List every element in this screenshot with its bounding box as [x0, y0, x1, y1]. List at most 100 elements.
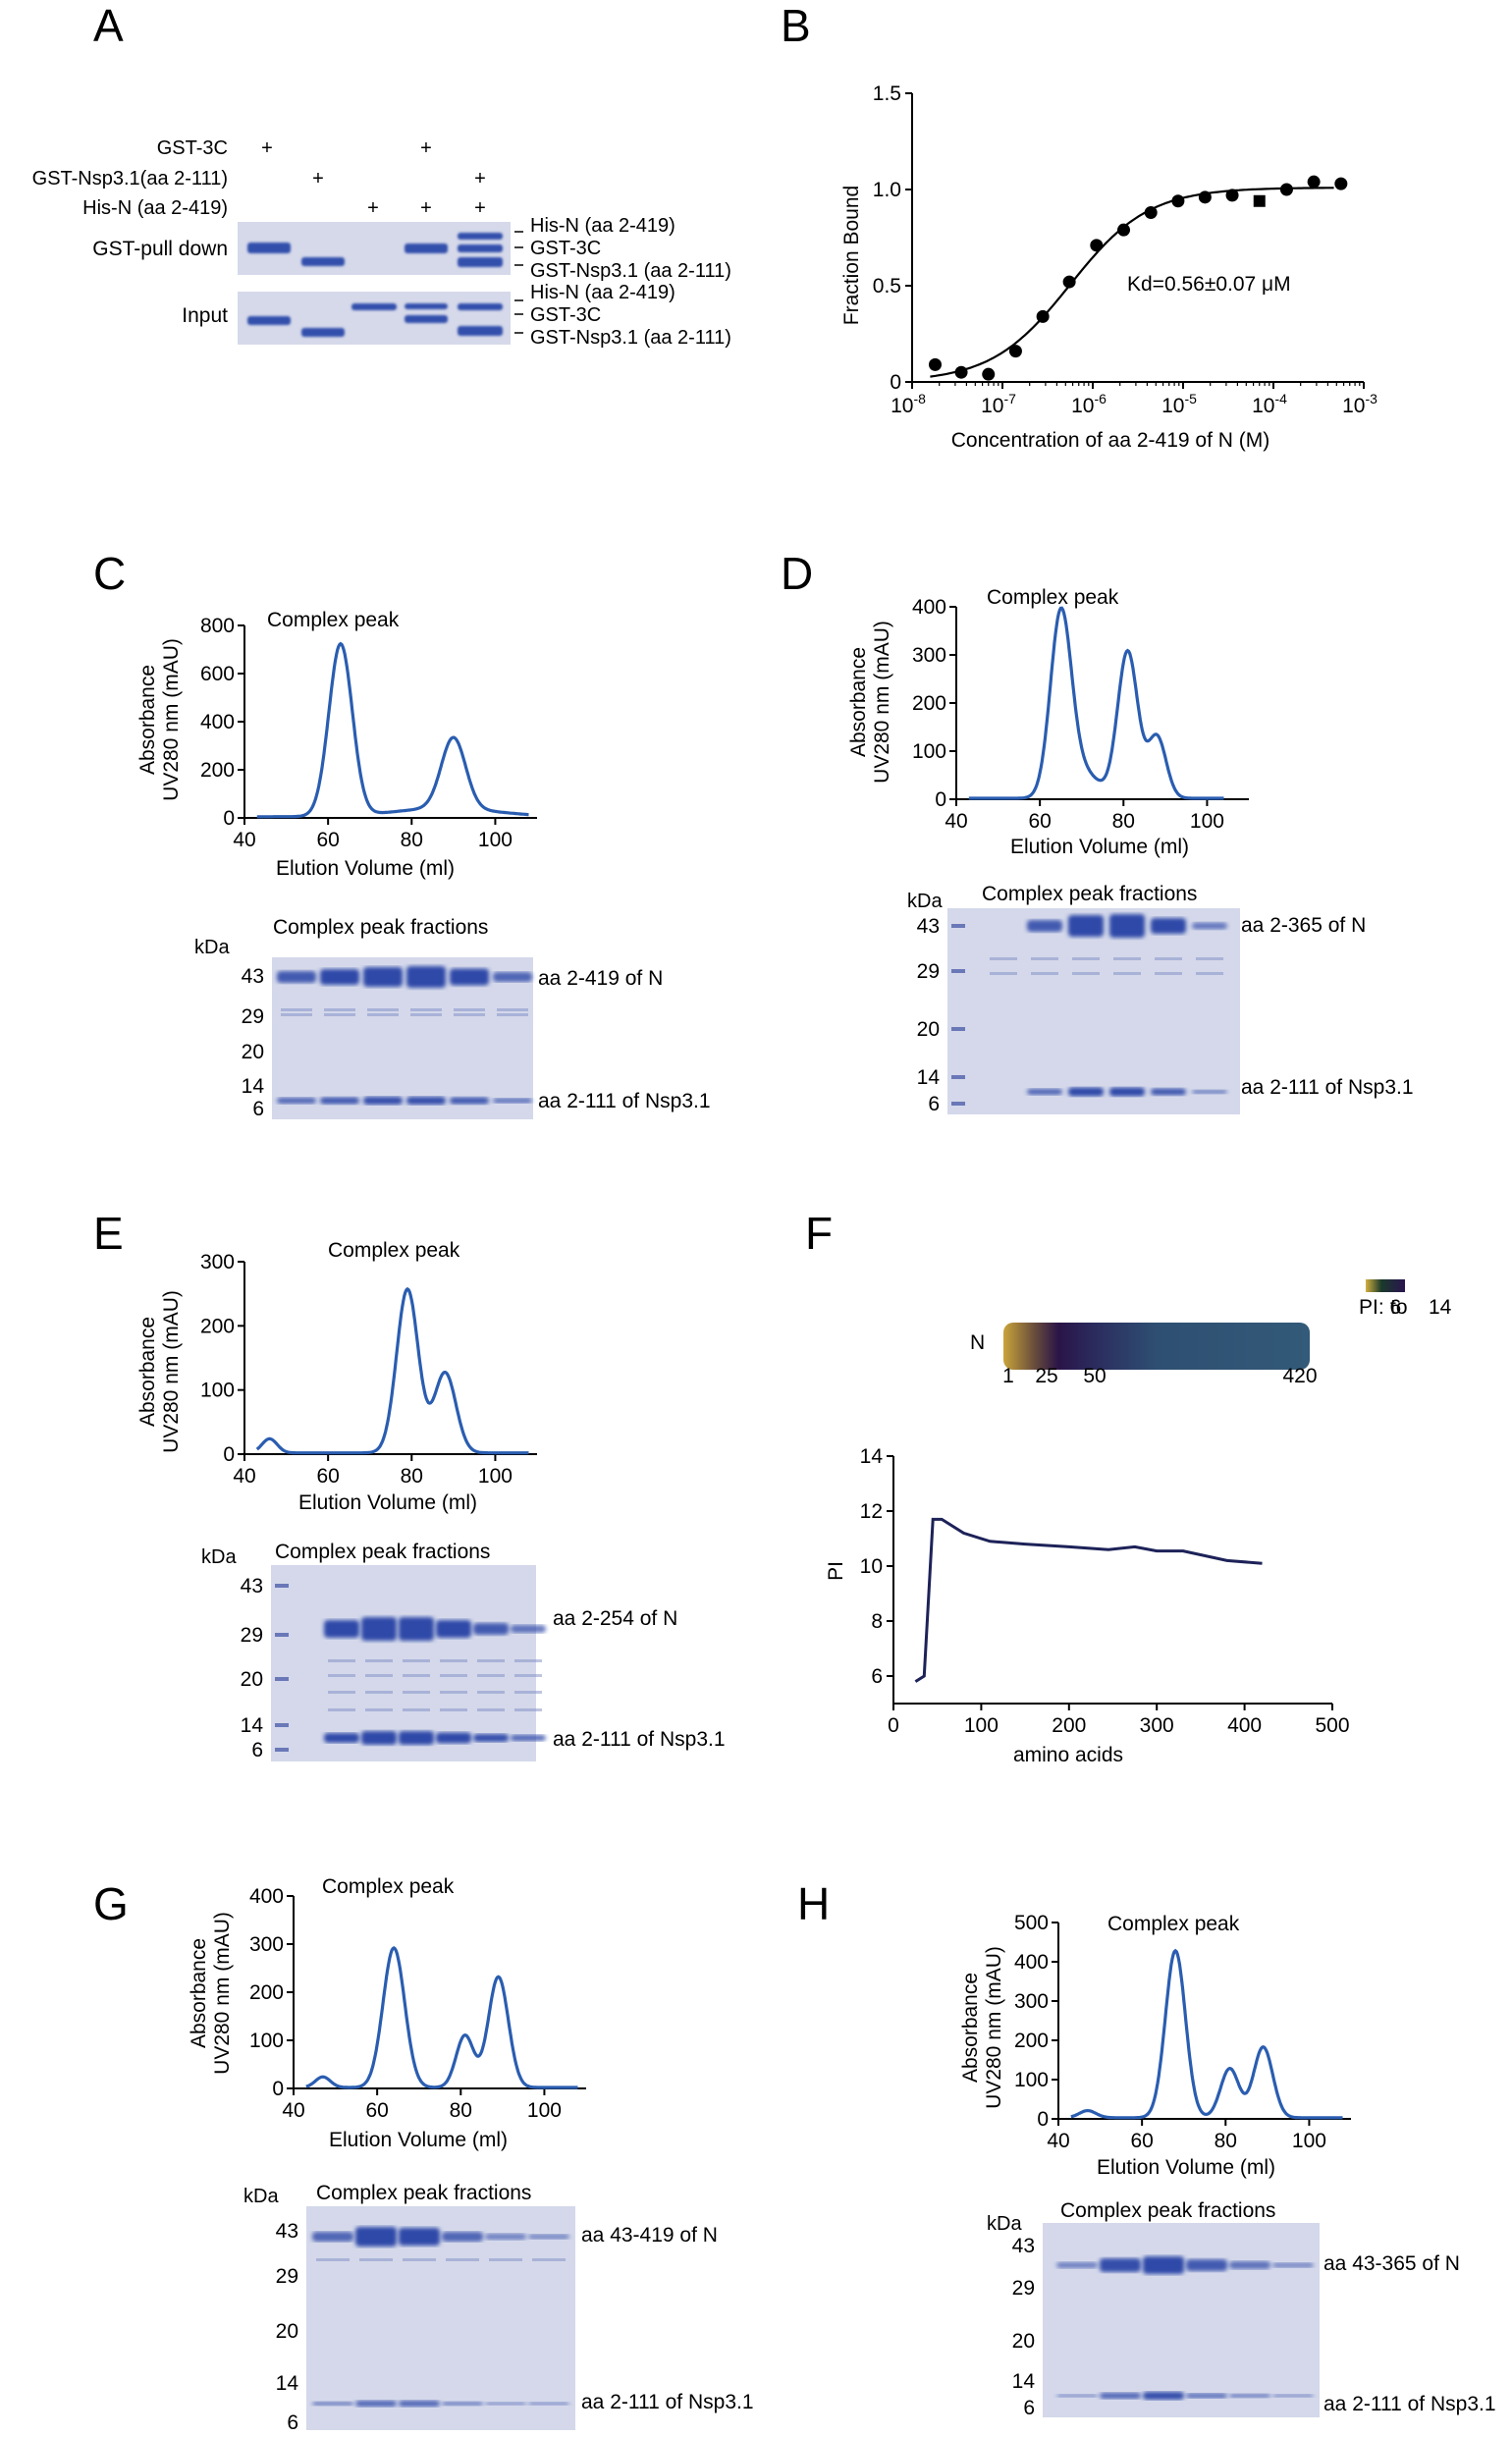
chart-b: 0 0.5 1.0 1.5 10-8 10-7 10-6 10-5 10-4 10-3: [873, 82, 1377, 417]
y-tick-label: 200: [200, 759, 235, 782]
gel-ladder-band: [275, 1584, 289, 1588]
f-bar-tick-420: 420: [1282, 1365, 1317, 1387]
x-tick-label: 40: [1047, 2130, 1069, 2152]
y-tick-label: 8: [871, 1610, 883, 1633]
gel-band-n: [1186, 2259, 1227, 2271]
gel-band-n: [1143, 2256, 1184, 2274]
panel-c: C Complex peak Absorbance UV280 nm (mAU)…: [93, 548, 711, 1120]
a-band-label-gstnsp-pull: GST-Nsp3.1 (aa 2-111): [530, 260, 731, 282]
gel-marker-label: 14: [917, 1066, 941, 1089]
gel-minor-band: [365, 1674, 393, 1677]
gel-band-nsp: [1109, 1087, 1145, 1097]
gel-background: [306, 2206, 575, 2430]
gel-band-n: [473, 1623, 509, 1635]
gel-g: 43 29 20 14 6: [276, 2206, 575, 2434]
y-tick-label: 100: [249, 2030, 284, 2052]
chart-f: 6 8 10 12 14 0 100 200 300 400 500: [860, 1445, 1350, 1737]
chromatogram-trace: [305, 1945, 578, 2089]
gel-ladder-band: [275, 1633, 289, 1637]
h-xlabel: Elution Volume (ml): [1097, 2156, 1275, 2179]
f-xlabel: amino acids: [1013, 1744, 1123, 1766]
y-tick-label: 200: [912, 692, 946, 715]
gel-minor-band: [514, 1674, 542, 1677]
y-tick-label: 100: [200, 1380, 235, 1402]
a-input-label: Input: [182, 304, 228, 327]
gel-marker-label: 20: [241, 1668, 263, 1691]
gel-band-nsp: [312, 2402, 353, 2406]
y-tick-label: 0: [223, 1443, 235, 1466]
a-band: [405, 303, 448, 309]
gel-minor-band: [514, 1708, 542, 1711]
e-chart-title: Complex peak: [328, 1239, 460, 1262]
x-tick-label: 60: [1028, 810, 1051, 833]
a-pull-label: GST-pull down: [92, 238, 228, 260]
data-point: [1036, 309, 1050, 323]
x-tick-label: 40: [233, 1465, 255, 1488]
panel-g: G Complex peak Absorbance UV280 nm (mAU)…: [93, 1875, 754, 2434]
gel-marker-label: 14: [276, 2372, 299, 2395]
a-band: [405, 244, 448, 253]
g-xlabel: Elution Volume (ml): [329, 2129, 508, 2151]
gel-band-n: [399, 1617, 434, 1641]
gel-minor-band: [990, 957, 1017, 960]
data-point: [1198, 190, 1212, 204]
y-tick-label: 0: [935, 788, 946, 811]
x-tick-label: 10-5: [1161, 391, 1197, 417]
gel-band-nsp: [399, 2401, 440, 2407]
panel-a: A GST-3C GST-Nsp3.1(aa 2-111) His-N (aa …: [32, 0, 731, 349]
chromatogram-trace: [1070, 1948, 1343, 2120]
y-tick-label: 10: [860, 1555, 883, 1578]
gel-band-n: [320, 969, 359, 985]
gel-marker-label: 43: [242, 965, 264, 988]
gel-band-nsp: [493, 1098, 532, 1104]
gel-marker-label: 6: [252, 1098, 264, 1120]
a-band: [458, 233, 503, 240]
panel-b-label: B: [781, 0, 811, 51]
gel-marker-label: 6: [1023, 2397, 1035, 2419]
gel-minor-band: [1031, 972, 1058, 975]
f-legend-swatch: [1366, 1279, 1405, 1292]
e-xlabel: Elution Volume (ml): [298, 1491, 477, 1514]
y-tick-label: 0: [1037, 2108, 1049, 2131]
gel-d: 43 29 20 14 6: [917, 908, 1240, 1115]
gel-ladder-band: [951, 969, 965, 973]
gel-band-nsp: [436, 1732, 471, 1744]
f-pi-bar: [1003, 1323, 1310, 1370]
gel-band-nsp: [1186, 2393, 1227, 2399]
a-row-label-gstnsp: GST-Nsp3.1(aa 2-111): [32, 168, 228, 190]
gel-band-nsp: [406, 1097, 446, 1105]
gel-band-n: [363, 967, 403, 987]
gel-band-n: [1151, 918, 1186, 934]
y-tick-label: 0: [890, 371, 901, 394]
x-tick-label: 60: [316, 1465, 339, 1488]
e-ylabel-bottom: UV280 nm (mAU): [160, 1290, 183, 1453]
gel-ladder-band: [951, 1027, 965, 1031]
d-xlabel: Elution Volume (ml): [1010, 836, 1189, 858]
gel-marker-label: 20: [276, 2320, 298, 2343]
y-tick-label: 14: [860, 1445, 884, 1468]
b-ylabel: Fraction Bound: [840, 186, 863, 325]
gel-band-n: [324, 1620, 359, 1638]
gel-minor-band: [446, 2258, 479, 2261]
gel-minor-band: [477, 1659, 505, 1662]
x-tick-label: 100: [1190, 810, 1224, 833]
h-ylabel-top: Absorbance: [959, 1973, 982, 2083]
gel-marker-label: 43: [276, 2220, 298, 2243]
gel-minor-band: [440, 1674, 467, 1677]
f-bar-tick-50: 50: [1083, 1365, 1106, 1387]
gel-minor-band: [403, 1708, 430, 1711]
a-plus: +: [420, 197, 432, 219]
x-tick-label: 80: [450, 2099, 472, 2122]
x-tick-label: 400: [1227, 1714, 1262, 1737]
panel-c-label: C: [93, 548, 126, 599]
gel-minor-band: [514, 1659, 542, 1662]
y-tick-label: 300: [200, 1251, 235, 1273]
data-point: [1171, 194, 1185, 208]
c-gel-kda: kDa: [194, 937, 230, 958]
f-bar-tick-25: 25: [1035, 1365, 1057, 1387]
gel-marker-label: 14: [241, 1714, 264, 1737]
g-chart-title: Complex peak: [322, 1875, 455, 1898]
a-band: [247, 316, 291, 325]
y-tick-label: 300: [249, 1933, 284, 1956]
e-gel-band-label-nsp: aa 2-111 of Nsp3.1: [553, 1728, 726, 1751]
